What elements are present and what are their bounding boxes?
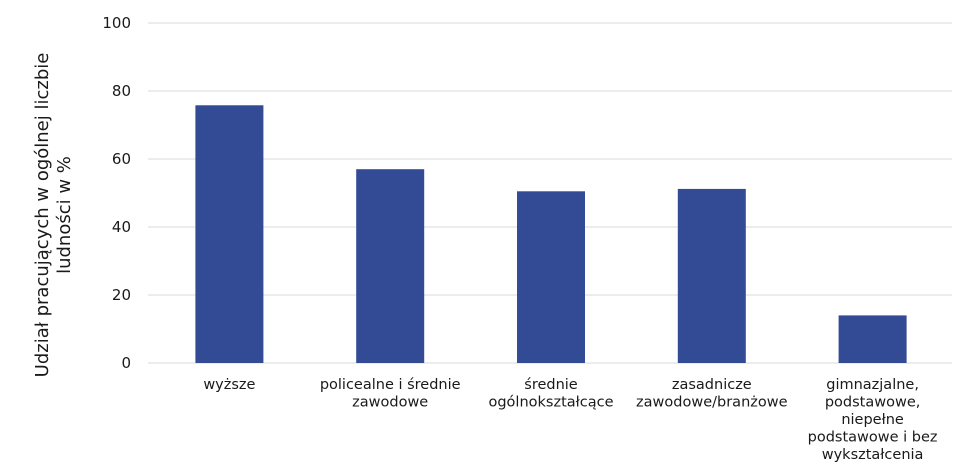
x-axis-categories: wyższe policealne i średnie zawodowe średni…: [203, 377, 937, 463]
bar-5: [838, 315, 907, 363]
y-axis-title-line: ludności w %: [54, 156, 75, 274]
bar-3: [517, 191, 585, 363]
x-category-label: wyższe: [203, 377, 255, 393]
x-category-label-line: wykształcenia: [822, 447, 924, 463]
y-tick-label: 60: [112, 150, 131, 168]
bar-4: [677, 188, 746, 363]
x-category-label-line: zawodowe: [352, 395, 428, 411]
x-category-label-line: gimnazjalne,: [826, 377, 919, 393]
bar-2: [356, 169, 425, 363]
x-category-label-line: podstawowe i bez: [808, 430, 938, 446]
y-tick-label: 0: [121, 354, 131, 372]
y-axis-ticks: 0 20 40 60 80 100: [102, 14, 131, 372]
bars: [195, 105, 907, 363]
x-category-label: zasadnicze zawodowe/branżowe: [636, 377, 788, 411]
y-tick-label: 40: [112, 218, 131, 236]
x-category-label-line: ogólnokształcące: [488, 395, 613, 411]
x-category-label: policealne i średnie zawodowe: [320, 377, 461, 411]
x-category-label-line: niepełne: [841, 412, 904, 428]
x-category-label-line: policealne i średnie: [320, 377, 461, 393]
x-category-label: gimnazjalne, podstawowe, niepełne podstawow…: [808, 377, 938, 463]
y-tick-label: 20: [112, 286, 131, 304]
x-category-label-line: średnie: [524, 377, 578, 393]
x-category-label: średnie ogólnokształcące: [488, 377, 613, 411]
y-tick-label: 80: [112, 82, 131, 100]
y-tick-label: 100: [102, 14, 131, 32]
y-axis-title-text: Udział pracujących w ogólnej liczbieludn…: [32, 53, 75, 378]
x-category-label-line: zasadnicze: [672, 377, 752, 393]
y-axis-title: Udział pracujących w ogólnej liczbieludn…: [32, 53, 75, 378]
y-axis-title-line: Udział pracujących w ogólnej liczbie: [32, 53, 53, 378]
x-category-label-line: podstawowe,: [825, 395, 921, 411]
x-category-label-line: wyższe: [203, 377, 255, 393]
x-category-label-line: zawodowe/branżowe: [636, 395, 788, 411]
bar-1: [195, 105, 264, 363]
